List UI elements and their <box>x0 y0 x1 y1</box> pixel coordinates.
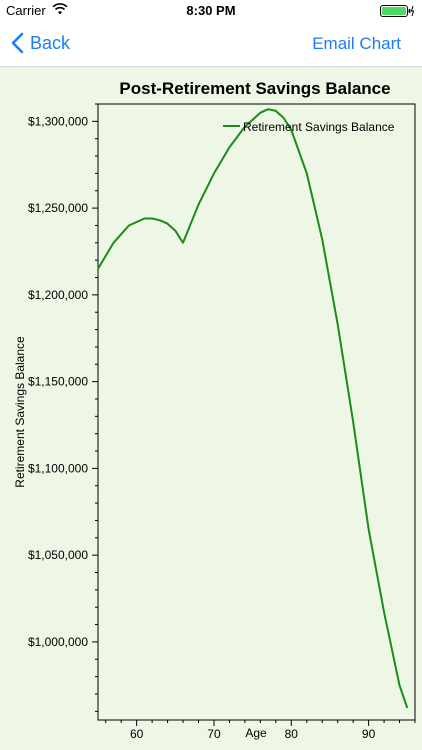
status-bar: Carrier 8:30 PM <box>0 0 422 22</box>
y-axis-label: Retirement Savings Balance <box>13 336 27 488</box>
back-button[interactable]: Back <box>10 32 70 54</box>
y-tick-label: $1,150,000 <box>28 375 88 389</box>
plot-frame <box>97 103 416 721</box>
x-axis: 60 70 80 90 <box>105 720 416 741</box>
legend: Retirement Savings Balance <box>223 120 395 134</box>
wifi-icon <box>52 3 68 15</box>
y-tick-label: $1,050,000 <box>28 548 88 562</box>
series-layer <box>97 108 409 709</box>
chart-title: Post-Retirement Savings Balance <box>119 79 390 98</box>
navigation-bar: Back Email Chart <box>0 22 422 67</box>
y-tick-label: $1,250,000 <box>28 201 88 215</box>
y-axis: $1,000,000 $1,050,000 $1,100,000 $1,150,000… <box>28 103 98 712</box>
y-tick-label: $1,300,000 <box>28 114 88 128</box>
chevron-left-icon <box>11 32 24 54</box>
x-tick-label: 80 <box>285 727 299 741</box>
x-tick-label: 60 <box>130 727 144 741</box>
x-tick-label: 70 <box>207 727 221 741</box>
y-tick-label: $1,100,000 <box>28 461 88 475</box>
savings-line-chart: Post-Retirement Savings Balance $1,000,0… <box>13 79 416 741</box>
carrier-label: Carrier <box>6 3 46 18</box>
x-axis-label: Age <box>245 726 267 740</box>
battery-icon <box>380 5 414 17</box>
back-button-label: Back <box>30 32 71 53</box>
email-chart-button[interactable]: Email Chart <box>312 34 401 53</box>
status-time: 8:30 PM <box>186 3 236 18</box>
legend-label: Retirement Savings Balance <box>243 120 395 134</box>
y-tick-label: $1,000,000 <box>28 635 88 649</box>
y-tick-label: $1,200,000 <box>28 288 88 302</box>
x-tick-label: 90 <box>362 727 376 741</box>
series-line <box>97 108 409 709</box>
